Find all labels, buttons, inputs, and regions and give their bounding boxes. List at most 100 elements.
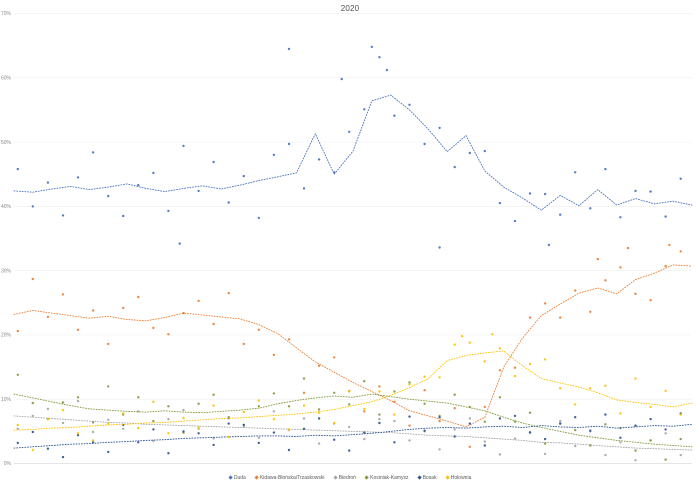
trend-line-holownia [13,350,693,431]
series-kidawa-trzaskowski [13,243,693,448]
poll-point [107,194,110,198]
poll-point [16,441,19,445]
poll-point [513,219,517,223]
poll-point [107,450,110,454]
poll-point [340,77,343,81]
poll-point [498,347,502,350]
poll-point [257,405,260,408]
poll-point [393,390,396,393]
poll-point [91,151,95,154]
poll-point [137,441,140,444]
trend-line-kidawa-trzaskowski [13,264,693,428]
poll-point [348,403,351,406]
poll-point [543,442,547,445]
legend-item-holownia: Hołownia [444,475,471,481]
poll-point [589,207,592,210]
poll-point [287,338,291,341]
poll-point [182,430,185,433]
poll-point [31,430,34,434]
poll-point [212,404,215,407]
legend-label: Bosak [422,475,437,481]
poll-point [46,417,50,421]
poll-point [197,432,200,435]
poll-point [333,356,336,359]
poll-point [76,432,80,435]
poll-point [302,187,306,190]
poll-point [272,431,276,434]
poll-point [137,396,140,399]
poll-point [634,189,637,193]
poll-point [363,407,366,411]
poll-point [378,56,381,59]
poll-point [528,411,532,414]
poll-point [167,333,170,336]
poll-point [664,389,667,393]
poll-point [619,216,622,219]
poll-point [317,364,321,367]
poll-point [272,392,276,395]
poll-point [649,299,652,302]
poll-point [664,428,667,431]
poll-point [272,410,276,413]
poll-point [668,243,671,247]
poll-point [16,423,19,427]
poll-point [257,399,260,402]
poll-point [483,440,486,443]
poll-point [242,423,245,427]
poll-point [438,448,441,451]
poll-point [679,453,682,457]
poll-point [287,405,291,408]
poll-point [498,453,502,456]
poll-point [528,316,532,319]
poll-point [498,417,502,420]
chart-legend: Duda Kidawa-Błońska/Trzaskowski Biedroń Kos… [0,475,700,481]
poll-point [122,214,125,218]
poll-point [61,401,65,404]
poll-point [317,417,321,420]
poll-point [596,257,599,261]
y-axis-tick-label: 40% [1,204,12,210]
legend-item-kidawa-trzaskowski: Kidawa-Błońska/Trzaskowski [254,475,325,481]
poll-point [317,408,321,411]
legend-label: Duda [233,475,246,481]
poll-point [348,449,351,452]
poll-point [76,434,80,437]
y-axis-tick-label: 30% [1,268,12,274]
legend-item-duda: Duda [227,475,246,481]
poll-point [363,380,366,383]
poll-point [468,417,471,420]
poll-point [528,192,532,195]
poll-point [604,384,607,387]
poll-point [212,322,215,326]
poll-point [302,391,306,394]
poll-point [468,341,471,344]
poll-point [212,443,215,447]
legend-marker-kosiniak-kamysz [364,475,369,481]
poll-point [197,426,200,429]
poll-point [378,413,381,416]
poll-point [46,315,50,319]
y-axis-tick-label: 60% [1,75,12,81]
poll-point [649,417,652,421]
poll-point [197,299,200,303]
poll-point [378,417,381,421]
poll-point [333,391,336,394]
poll-point [574,171,577,174]
poll-point [408,415,411,418]
poll-point [91,439,95,442]
poll-point [483,405,486,409]
legend-marker-biedron [332,475,338,481]
poll-point [619,266,622,269]
poll-point [423,389,426,392]
poll-point [302,427,306,430]
poll-point [212,393,215,396]
poll-point [363,410,366,413]
poll-point [513,366,517,369]
poll-point [408,381,411,384]
poll-point [31,277,34,281]
poll-point [122,412,125,415]
poll-point [604,167,607,171]
poll-point [438,416,441,419]
series-kosiniak-kamysz [13,373,693,461]
